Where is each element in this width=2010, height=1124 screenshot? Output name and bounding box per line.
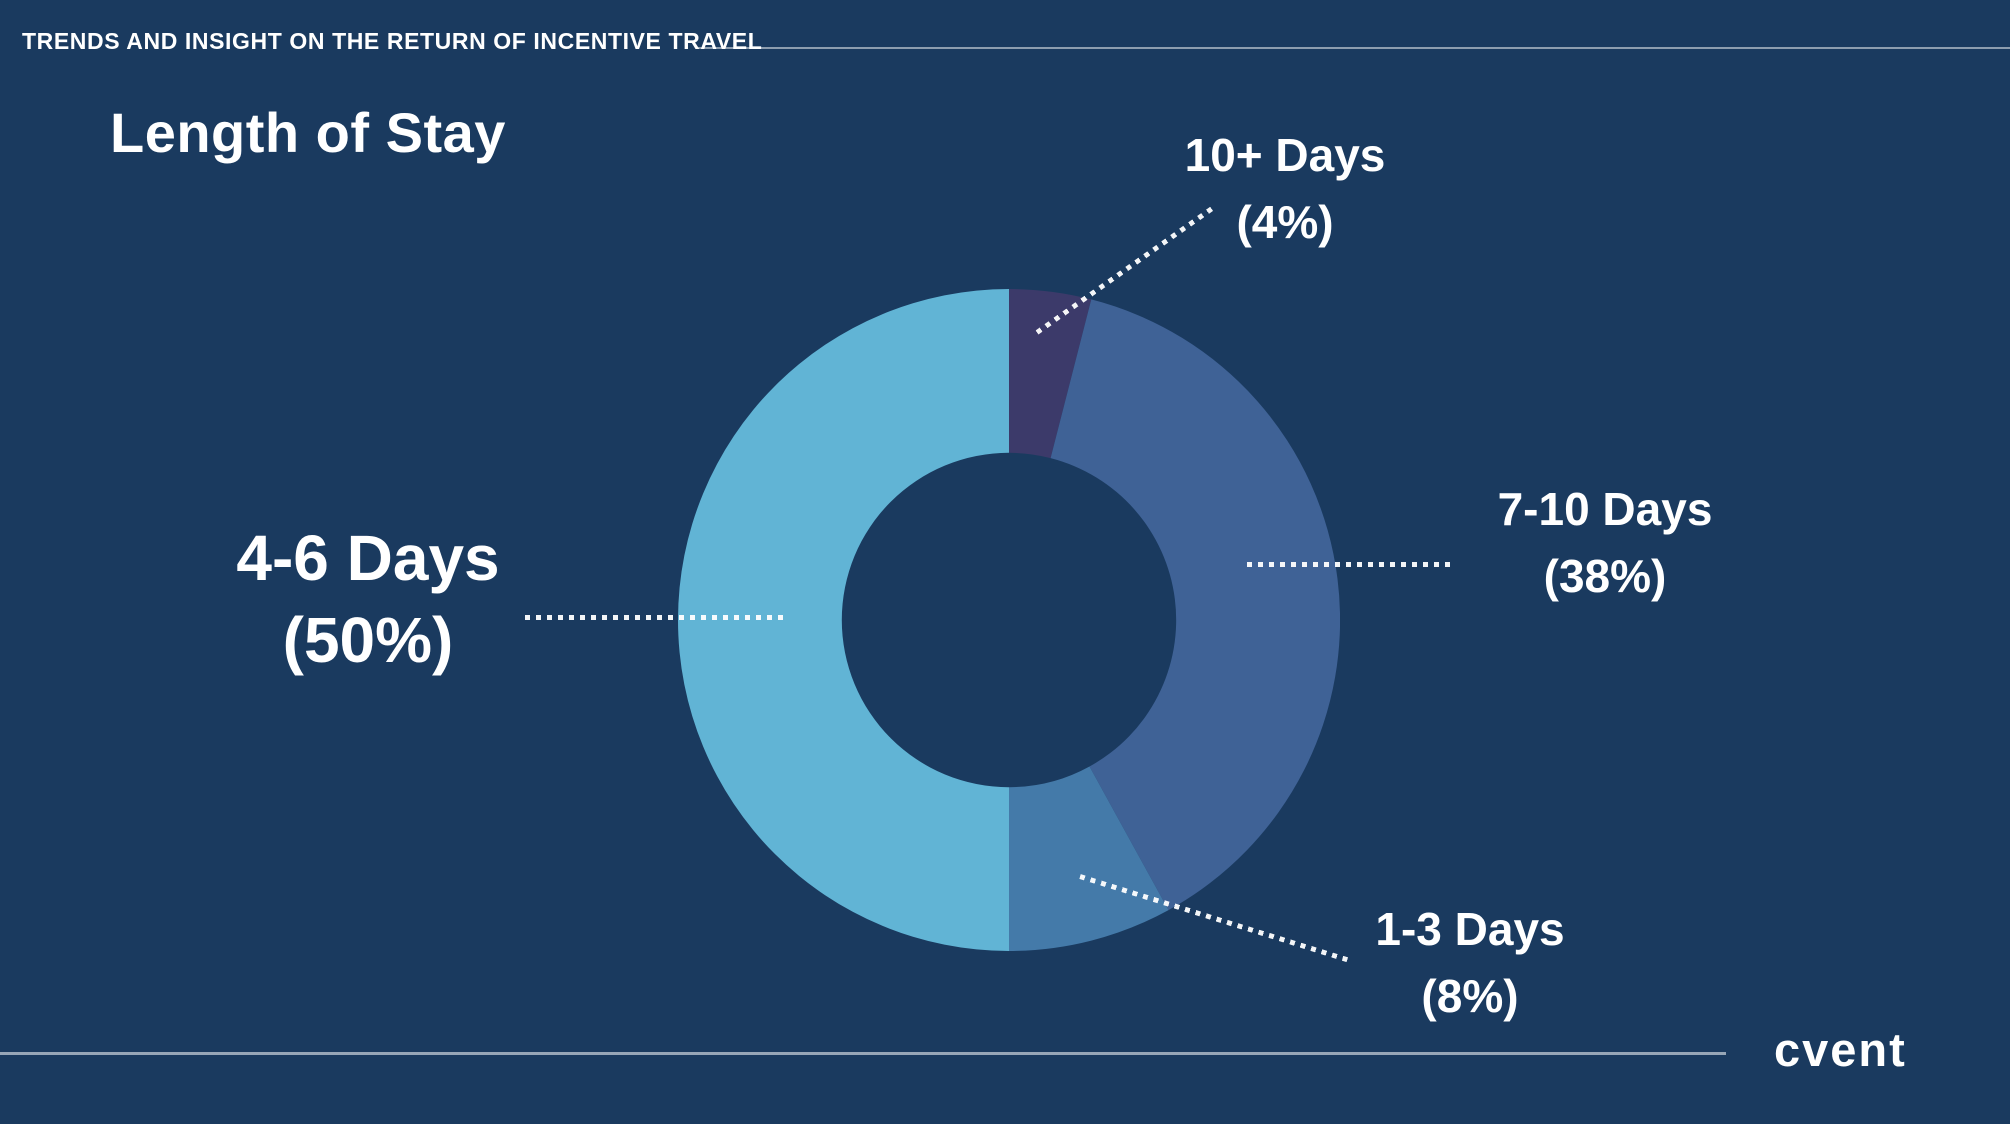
slice-label-4-6-days: 4-6 Days (50%) [236, 518, 499, 682]
slice-percent-text: (4%) [1236, 195, 1334, 248]
slice-label-7-10-days: 7-10 Days (38%) [1498, 476, 1713, 609]
header-rule [697, 47, 2010, 49]
donut-slice-1-3-days [1009, 766, 1169, 951]
donut-chart [678, 289, 1340, 951]
slice-label-text: 1-3 Days [1375, 903, 1565, 955]
donut-slice-10-days [1009, 289, 1092, 459]
leader-line-4-6-days [525, 615, 788, 620]
donut-slice-4-6-days [678, 289, 1009, 951]
slice-percent-text: (38%) [1543, 549, 1667, 602]
slice-label-text: 4-6 Days [236, 522, 500, 594]
footer-rule [0, 1052, 1726, 1055]
donut-slice-7-10-days [1050, 299, 1340, 911]
leader-line-7-10-days [1247, 562, 1453, 567]
slice-label-1-3-days: 1-3 Days (8%) [1375, 896, 1564, 1029]
slice-label-text: 7-10 Days [1497, 483, 1713, 535]
slice-label-10-plus-days: 10+ Days (4%) [1185, 122, 1386, 255]
slice-label-text: 10+ Days [1184, 129, 1386, 181]
donut-svg [678, 289, 1340, 951]
page-title: Length of Stay [110, 101, 506, 164]
eyebrow-title: TRENDS AND INSIGHT ON THE RETURN OF INCE… [22, 28, 763, 54]
slice-percent-text: (50%) [282, 603, 454, 676]
slice-percent-text: (8%) [1421, 969, 1519, 1022]
cvent-logo: cvent [1774, 1023, 1907, 1076]
